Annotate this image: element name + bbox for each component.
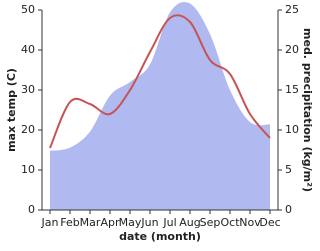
y-tick-label: 30 (21, 83, 35, 96)
x-tick-label: Aug (179, 216, 200, 229)
y2-tick-label: 15 (285, 83, 299, 96)
x-tick-label: Mar (80, 216, 101, 229)
x-axis-title: date (month) (119, 230, 201, 243)
y2-tick-label: 10 (285, 123, 299, 136)
x-tick-label: Nov (239, 216, 261, 229)
y-tick-label: 0 (28, 203, 35, 216)
y2-tick-label: 0 (285, 203, 292, 216)
x-tick-label: Jun (140, 216, 158, 229)
y-tick-label: 10 (21, 163, 35, 176)
x-tick-label: Oct (220, 216, 240, 229)
y2-axis-title: med. precipitation (kg/m²) (301, 28, 314, 192)
y2-tick-label: 5 (285, 163, 292, 176)
x-tick-label: Dec (259, 216, 280, 229)
chart: date (month) max temp (C) med. precipita… (5, 1, 314, 243)
y2-tick-label: 25 (285, 3, 299, 16)
x-tick-label: Feb (60, 216, 79, 229)
x-tick-label: Jul (162, 216, 176, 229)
precipitation-area (50, 1, 270, 210)
temperature-line (49, 14, 271, 149)
x-tick-label: Apr (100, 216, 120, 229)
y2-tick-label: 20 (285, 43, 299, 56)
y-tick-label: 50 (21, 3, 35, 16)
y-tick-label: 40 (21, 43, 35, 56)
y-tick-label: 20 (21, 123, 35, 136)
x-tick-label: Sep (200, 216, 221, 229)
x-tick-label: Jan (41, 216, 59, 229)
x-tick-label: May (119, 216, 142, 229)
y-axis-title: max temp (C) (5, 68, 18, 152)
